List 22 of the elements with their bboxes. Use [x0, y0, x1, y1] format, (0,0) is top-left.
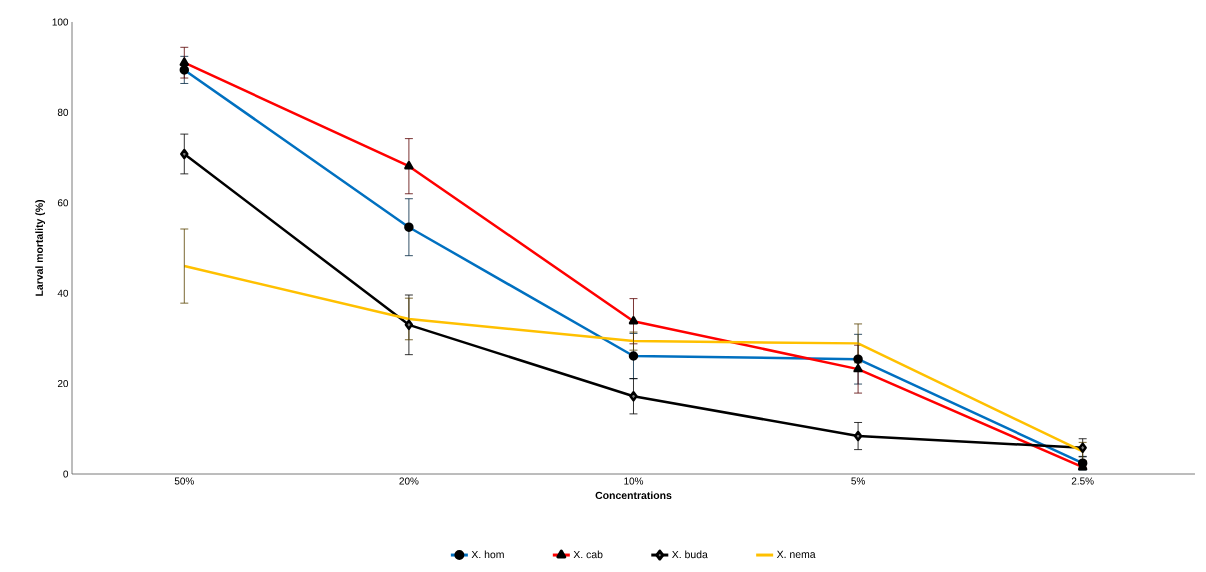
point	[853, 430, 863, 442]
x-tick-label: 20%	[399, 477, 419, 485]
legend-label: X. cab	[573, 550, 603, 559]
x-tick-label: 50%	[174, 477, 194, 485]
point	[1078, 442, 1087, 454]
x-tick-label: 2.5%	[1071, 477, 1094, 485]
point	[180, 148, 189, 160]
x-tick-label: 5%	[851, 477, 865, 485]
y-axis-title: Larval mortality (%)	[35, 200, 46, 296]
y-tick-label: 20	[57, 380, 69, 388]
point	[629, 391, 638, 402]
y-tick-label: 40	[57, 289, 69, 297]
legend-label: X. buda	[672, 550, 708, 559]
x-axis-title: Concentrations	[595, 491, 672, 500]
y-tick-label: 60	[57, 199, 69, 207]
y-tick-label: 80	[57, 108, 69, 116]
y-tick-label: 100	[52, 18, 69, 26]
point	[404, 319, 414, 331]
x-tick-label: 10%	[624, 477, 644, 485]
y-tick-label: 0	[63, 470, 69, 478]
legend-label: X. nema	[776, 550, 816, 558]
legend-label: X. hom	[471, 550, 504, 559]
